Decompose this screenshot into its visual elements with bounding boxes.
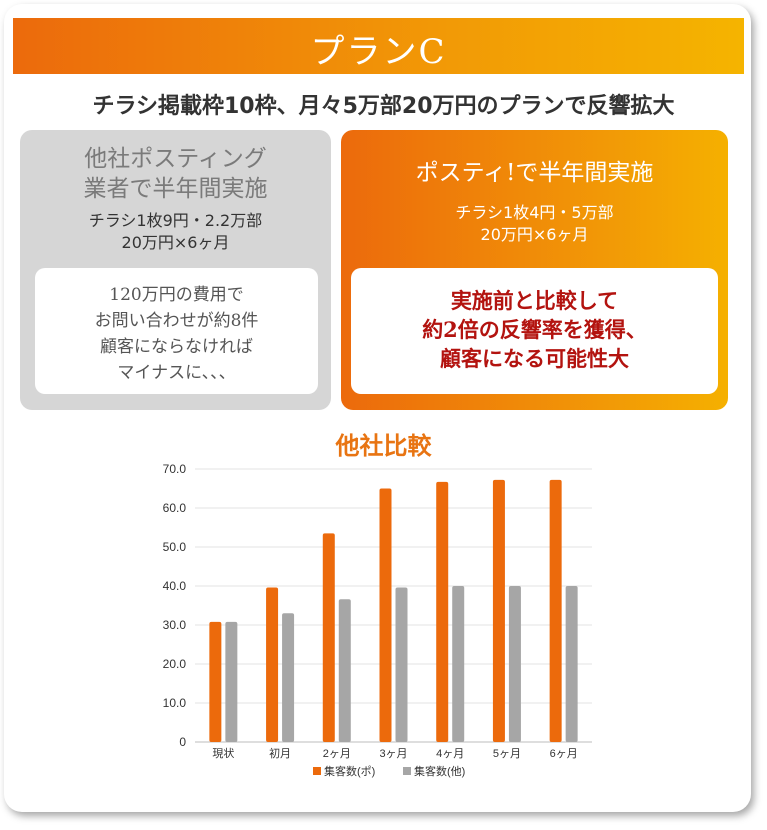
posty-details: チラシ1枚4円・5万部 20万円×6ヶ月 <box>341 202 728 246</box>
bar-competitor <box>508 586 521 742</box>
competitor-note-line: マイナスに、、、 <box>117 363 236 383</box>
competitor-note-line: 120万円の費用で <box>109 285 244 305</box>
competitor-note-line: お問い合わせが約8件 <box>94 311 259 331</box>
posty-box: ポスティ!で半年間実施 チラシ1枚4円・5万部 20万円×6ヶ月 実施前と比較し… <box>341 130 728 410</box>
competitor-heading: 他社ポスティング 業者で半年間実施 <box>20 144 331 204</box>
bar-posty <box>492 479 505 742</box>
bar-posty <box>322 533 335 742</box>
competitor-heading-line: 他社ポスティング <box>84 146 267 172</box>
x-tick-label: 現状 <box>212 746 234 760</box>
plan-banner: プランC <box>13 18 744 74</box>
bar-competitor <box>452 586 465 742</box>
competitor-detail-line: 20万円×6ヶ月 <box>121 233 230 252</box>
bar-competitor <box>225 621 238 742</box>
y-tick-label: 60.0 <box>163 501 187 515</box>
y-tick-label: 20.0 <box>163 657 187 671</box>
x-tick-label: 3ヶ月 <box>379 748 407 760</box>
posty-detail-line: 20万円×6ヶ月 <box>480 225 589 244</box>
plan-title: プランC <box>310 32 447 72</box>
x-tick-label: 2ヶ月 <box>323 748 351 760</box>
x-tick-label: 4ヶ月 <box>436 748 464 760</box>
plan-subtitle: チラシ掲載枠10枠、月々5万部20万円のプランで反響拡大 <box>92 94 675 119</box>
bar-posty <box>379 488 392 742</box>
competitor-details: チラシ1枚9円・2.2万部 20万円×6ヶ月 <box>20 210 331 254</box>
posty-note-line: 実施前と比較して <box>450 288 619 313</box>
chart-title: 他社比較 <box>335 431 432 460</box>
legend-swatch <box>403 767 411 775</box>
bar-posty <box>436 481 449 742</box>
competitor-box: 他社ポスティング 業者で半年間実施 チラシ1枚9円・2.2万部 20万円×6ヶ月… <box>20 130 331 410</box>
legend-label: 集客数(他) <box>414 764 465 778</box>
posty-detail-line: チラシ1枚4円・5万部 <box>455 203 614 222</box>
competitor-heading-line: 業者で半年間実施 <box>83 176 268 202</box>
posty-note: 実施前と比較して 約2倍の反響率を獲得、 顧客になる可能性大 <box>351 268 718 394</box>
posty-heading: ポスティ!で半年間実施 <box>415 160 654 186</box>
y-tick-label: 70.0 <box>163 462 187 476</box>
y-tick-label: 30.0 <box>163 618 187 632</box>
bar-posty <box>209 621 222 742</box>
x-tick-label: 6ヶ月 <box>550 748 578 760</box>
competitor-note: 120万円の費用で お問い合わせが約8件 顧客にならなければ マイナスに、、、 <box>35 268 318 394</box>
x-tick-label: 5ヶ月 <box>493 748 521 760</box>
bar-competitor <box>565 586 578 742</box>
bar-competitor <box>395 587 408 742</box>
y-tick-label: 10.0 <box>163 696 187 710</box>
bar-posty <box>266 587 279 742</box>
posty-note-line: 約2倍の反響率を獲得、 <box>422 317 647 342</box>
bar-competitor <box>282 613 295 742</box>
legend-label: 集客数(ポ) <box>324 764 375 778</box>
bar-competitor <box>338 599 351 742</box>
competitor-detail-line: チラシ1枚9円・2.2万部 <box>88 211 263 230</box>
posty-note-line: 顧客になる可能性大 <box>440 346 629 371</box>
competitor-note-line: 顧客にならなければ <box>100 337 253 357</box>
x-tick-label: 初月 <box>269 746 291 760</box>
legend-swatch <box>313 767 321 775</box>
bar-posty <box>549 479 562 742</box>
y-tick-label: 0 <box>179 735 186 749</box>
y-tick-label: 50.0 <box>163 540 187 554</box>
y-tick-label: 40.0 <box>163 579 187 593</box>
